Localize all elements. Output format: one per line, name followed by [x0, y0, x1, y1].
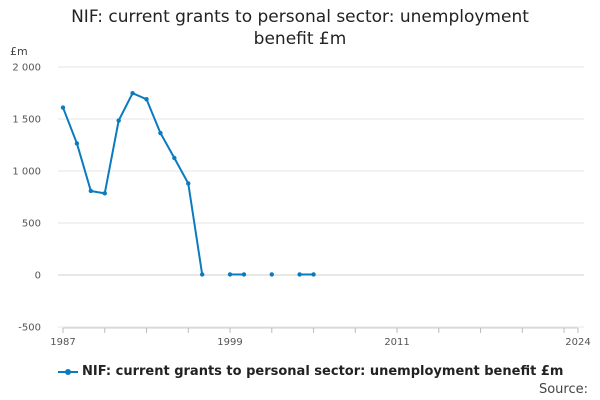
data-point-1989[interactable]: [88, 188, 94, 194]
data-point-1994[interactable]: [158, 130, 163, 136]
x-axis: 1987 1999 2011 2024: [50, 327, 591, 348]
source-label: Source:: [538, 382, 588, 397]
y-tick-label-3: 500: [22, 219, 41, 230]
data-point-2005[interactable]: [311, 272, 316, 277]
series-unemployment-benefit: [60, 91, 316, 277]
data-point-1995[interactable]: [172, 155, 177, 161]
data-point-2000[interactable]: [241, 272, 247, 277]
legend[interactable]: NIF: current grants to personal sector: …: [58, 364, 563, 379]
x-tick-label-1999: 1999: [217, 337, 242, 348]
y-tick-label-0: 2 000: [12, 63, 41, 74]
x-tick-label-2024: 2024: [565, 337, 590, 348]
gridlines: 2 000 1 500 1 000 500 0 -500: [12, 63, 584, 334]
data-point-1987[interactable]: [60, 105, 66, 110]
chart-title: NIF: current grants to personal sector: …: [71, 7, 529, 49]
x-tick-label-2011: 2011: [384, 337, 409, 348]
y-axis-label: £m: [10, 45, 28, 58]
legend-label: NIF: current grants to personal sector: …: [82, 364, 564, 379]
data-point-1988[interactable]: [74, 141, 80, 146]
data-point-2002[interactable]: [269, 272, 274, 277]
y-tick-label-5: -500: [18, 323, 41, 334]
legend-swatch: [58, 367, 78, 377]
series-line-segment-0: [62, 92, 204, 275]
y-tick-label-2: 1 000: [12, 167, 41, 178]
data-point-1999[interactable]: [227, 272, 233, 277]
data-point-1992[interactable]: [130, 91, 135, 96]
y-tick-label-1: 1 500: [12, 115, 41, 126]
y-tick-label-4: 0: [35, 271, 41, 282]
data-point-1997[interactable]: [199, 272, 205, 277]
data-point-1990[interactable]: [102, 191, 107, 196]
data-point-1993[interactable]: [144, 97, 149, 102]
x-tick-label-1987: 1987: [50, 337, 75, 348]
data-point-1991[interactable]: [116, 118, 121, 123]
data-point-2004[interactable]: [297, 272, 302, 277]
data-point-1996[interactable]: [186, 181, 191, 186]
